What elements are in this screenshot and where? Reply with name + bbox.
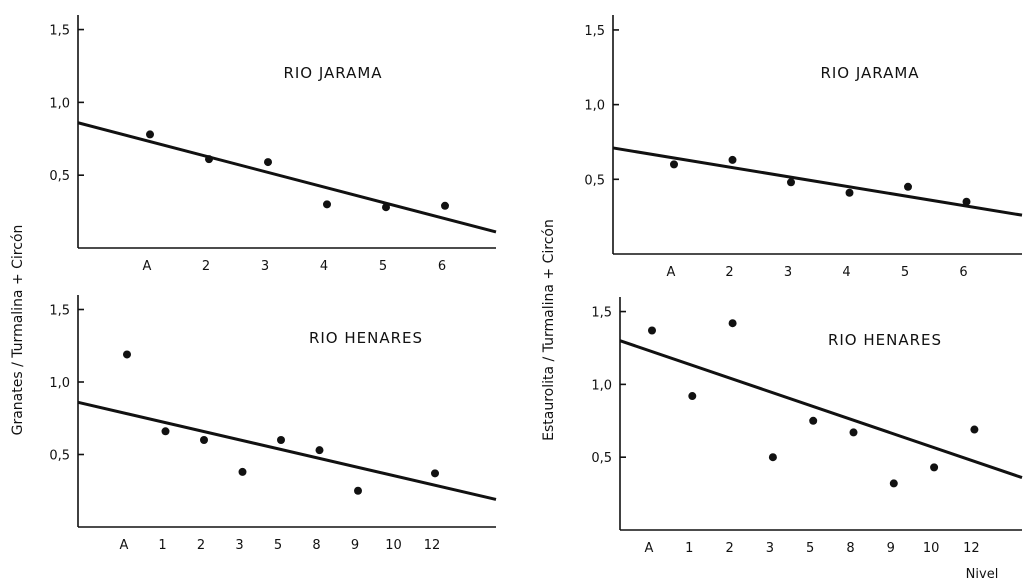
data-point xyxy=(930,463,939,472)
data-point xyxy=(315,446,324,455)
y-tick-label: 1,5 xyxy=(584,24,605,39)
x-axis-label: Nivel xyxy=(966,567,999,582)
x-tick-label: A xyxy=(645,541,654,556)
data-point xyxy=(354,486,362,495)
x-tick-label: 3 xyxy=(235,538,243,553)
data-point xyxy=(264,158,272,167)
y-tick-label: 1,0 xyxy=(584,99,605,114)
x-tick-label: 8 xyxy=(846,541,854,556)
data-point xyxy=(962,197,971,206)
x-tick-label: 2 xyxy=(197,538,205,553)
data-point xyxy=(768,453,777,462)
data-point xyxy=(431,469,439,478)
x-tick-label: 5 xyxy=(806,541,814,556)
y-tick-label: 0,5 xyxy=(591,451,612,466)
data-point xyxy=(670,160,678,169)
x-tick-label: 9 xyxy=(351,538,359,553)
x-tick-label: 3 xyxy=(766,541,774,556)
data-point xyxy=(382,203,390,212)
data-point xyxy=(123,350,131,359)
x-tick-label: 3 xyxy=(261,259,269,274)
data-point xyxy=(323,200,331,209)
y-tick-label: 1,0 xyxy=(49,376,70,391)
x-tick-label: 5 xyxy=(901,265,909,280)
x-tick-label: 1 xyxy=(685,541,693,556)
y-tick-label: 0,5 xyxy=(49,169,70,184)
y-tick-label: 1,0 xyxy=(49,96,70,111)
y-axis-label-left-text: Granates / Turmalina + Circón xyxy=(10,225,26,436)
x-tick-label: 1 xyxy=(158,538,166,553)
x-tick-label: A xyxy=(120,538,129,553)
x-tick-label: 6 xyxy=(959,265,967,280)
data-point xyxy=(688,392,697,401)
x-tick-label: 4 xyxy=(320,259,328,274)
x-tick-label: 2 xyxy=(725,265,733,280)
x-tick-label: 5 xyxy=(379,259,387,274)
data-point xyxy=(728,155,737,164)
chart-title: RIO HENARES xyxy=(309,329,423,347)
data-point xyxy=(441,201,449,210)
x-tick-label: A xyxy=(667,265,676,280)
chart-title: RIO JARAMA xyxy=(283,64,382,82)
x-tick-label: 8 xyxy=(312,538,320,553)
x-tick-label: 10 xyxy=(923,541,940,556)
data-point xyxy=(845,188,854,197)
data-point xyxy=(849,428,858,437)
x-tick-label: 12 xyxy=(963,541,980,556)
x-tick-label: 4 xyxy=(842,265,850,280)
y-axis-label-right: Estaurolita / Turmalina + Circón xyxy=(541,219,557,441)
data-point xyxy=(146,130,154,139)
data-point xyxy=(200,436,208,444)
trend-line xyxy=(77,400,497,501)
x-tick-label: A xyxy=(143,259,152,274)
data-point xyxy=(648,326,656,335)
chart-panel-rio-jarama-right: 0,5 1,0 1,5 A 2 3 4 5 6 RIO JARAMA xyxy=(584,15,1023,280)
x-tick-label: 6 xyxy=(438,259,446,274)
x-tick-label: 5 xyxy=(274,538,282,553)
data-point xyxy=(970,425,979,434)
y-axis-label-right-text: Estaurolita / Turmalina + Circón xyxy=(541,219,557,441)
y-tick-label: 1,5 xyxy=(591,306,612,321)
y-tick-label: 1,0 xyxy=(591,378,612,393)
data-point xyxy=(728,319,737,328)
x-tick-label: 3 xyxy=(784,265,792,280)
y-tick-label: 0,5 xyxy=(584,173,605,188)
y-tick-label: 1,5 xyxy=(49,304,70,319)
x-tick-label: 12 xyxy=(424,538,441,553)
chart-title: RIO HENARES xyxy=(828,331,942,349)
data-point xyxy=(889,479,898,488)
chart-title: RIO JARAMA xyxy=(820,64,919,82)
data-point xyxy=(161,427,170,436)
y-tick-label: 1,5 xyxy=(49,24,70,39)
data-point xyxy=(238,467,247,476)
x-tick-label: 2 xyxy=(202,259,210,274)
data-point xyxy=(904,182,912,191)
y-axis-label-left: Granates / Turmalina + Circón xyxy=(10,225,26,436)
y-tick-label: 0,5 xyxy=(49,449,70,464)
data-point xyxy=(809,416,818,425)
data-point xyxy=(277,436,285,444)
chart-panel-rio-jarama-left: 0,5 1,0 1,5 A 2 3 4 5 6 RIO JARAMA xyxy=(49,15,497,274)
trend-line xyxy=(77,121,497,234)
data-point xyxy=(787,178,795,187)
data-point xyxy=(205,155,213,164)
trend-line xyxy=(612,146,1023,217)
trend-line xyxy=(619,339,1023,479)
x-tick-label: 2 xyxy=(725,541,733,556)
x-tick-label: 10 xyxy=(385,538,402,553)
x-tick-label: 9 xyxy=(887,541,895,556)
